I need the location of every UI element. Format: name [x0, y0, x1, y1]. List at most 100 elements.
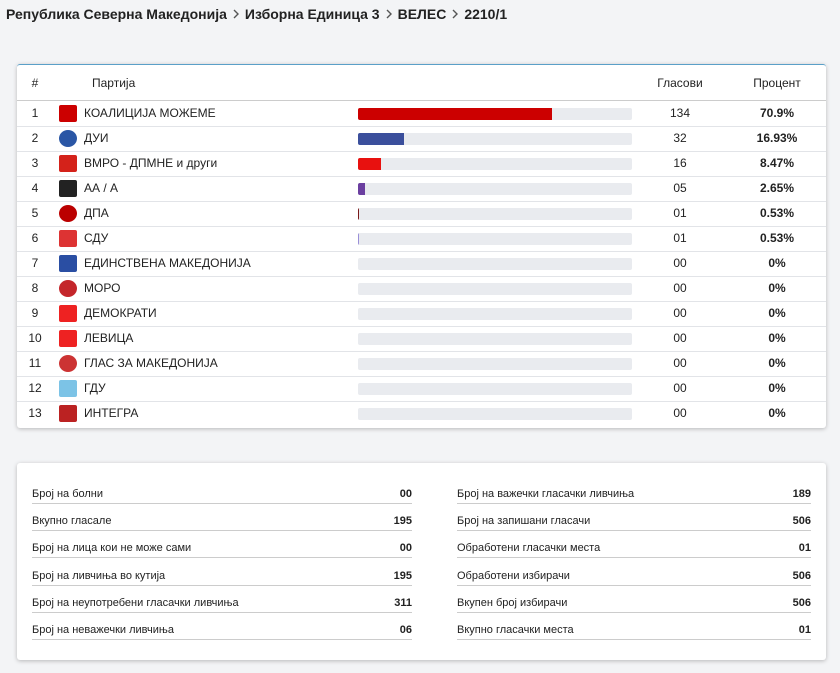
bar-track [358, 258, 632, 270]
breadcrumb-item[interactable]: ВЕЛЕС [397, 6, 447, 22]
stat-row: Вкупно гласале 195 [32, 512, 412, 532]
stat-label: Број на лица кои не може сами [32, 542, 192, 555]
bar-track [358, 358, 632, 370]
row-number: 6 [31, 231, 39, 245]
column-header: Партија [92, 76, 136, 90]
stat-label: Број на неупотребени гласачки ливчиња [32, 596, 239, 609]
bar-track [358, 383, 632, 395]
bar [358, 183, 366, 195]
stats-card [17, 463, 826, 660]
percent: 70.9% [759, 106, 795, 120]
breadcrumb: Република Северна Македонија Изборна Един… [6, 6, 507, 22]
percent: 0% [768, 281, 786, 295]
stat-row: Број на ливчиња во кутија 195 [32, 567, 412, 586]
bar-track [358, 183, 632, 195]
party-logo [59, 330, 77, 347]
bar-track [358, 308, 632, 320]
stat-row: Вкупно гласачки места 01 [457, 621, 811, 640]
chevron [386, 9, 392, 19]
stat-label: Број на неважечки ливчиња [32, 624, 174, 636]
stat-label: Број на запишани гласачи [457, 515, 591, 528]
party-logo [59, 230, 77, 247]
bar [358, 233, 360, 245]
stat-label: Обработени избирачи [457, 569, 570, 582]
stat-value: 06 [399, 624, 412, 636]
bar-track [358, 108, 632, 120]
bar-track [358, 408, 632, 420]
party-logo [59, 305, 77, 322]
breadcrumb-item[interactable]: Република Северна Македонија [6, 6, 227, 22]
stat-label: Број на ливчиња во кутија [32, 569, 166, 582]
party-name: ЛЕВИЦА [84, 331, 134, 345]
party-logo [59, 130, 77, 147]
column-header: # [31, 76, 39, 90]
stat-value: 506 [792, 515, 811, 528]
votes: 01 [673, 206, 687, 220]
party-logo [59, 105, 77, 122]
bar [358, 208, 360, 220]
party-name: КОАЛИЦИЈА МОЖЕМЕ [84, 106, 216, 120]
stat-row: Обработени избирачи 506 [457, 567, 811, 586]
party-name: ЕДИНСТВЕНА МАКЕДОНИЈА [84, 256, 251, 270]
percent: 0.53% [759, 231, 795, 245]
party-logo [59, 180, 77, 197]
stat-label: Обработени гласачки места [457, 542, 601, 555]
percent: 2.65% [759, 181, 795, 195]
party-logo [59, 405, 77, 422]
party-name: ДУИ [84, 131, 109, 145]
party-logo [59, 380, 77, 397]
row-divider [17, 226, 826, 227]
row-number: 11 [28, 356, 42, 370]
row-divider [17, 326, 826, 327]
party-name: ВМРО - ДПМНЕ и други [84, 156, 218, 170]
column-header: Гласови [657, 76, 703, 90]
header-rule [17, 100, 826, 101]
percent: 0% [768, 331, 786, 345]
stat-row: Вкупен број избирачи 506 [457, 594, 811, 613]
bar-track [358, 283, 632, 295]
votes: 00 [673, 331, 687, 345]
row-number: 5 [31, 206, 39, 220]
stat-label: Вкупно гласачки места [457, 624, 574, 636]
row-divider [17, 276, 826, 277]
breadcrumb-item[interactable]: 2210/1 [464, 6, 508, 22]
stat-value: 311 [394, 596, 412, 609]
stat-value: 00 [399, 542, 412, 555]
row-number: 8 [31, 281, 39, 295]
column-header: Процент [753, 76, 801, 90]
row-number: 9 [31, 306, 39, 320]
party-name: ДЕМОКРАТИ [84, 306, 157, 320]
votes: 00 [673, 281, 687, 295]
percent: 0% [768, 381, 786, 395]
bar-track [358, 133, 632, 145]
party-name: ИНТЕГРА [84, 406, 139, 420]
party-logo [59, 355, 77, 372]
row-number: 1 [31, 106, 39, 120]
votes: 16 [673, 156, 687, 170]
stat-value: 506 [792, 596, 811, 609]
row-divider [17, 251, 826, 252]
party-name: ДПА [84, 206, 109, 220]
row-divider [17, 301, 826, 302]
votes: 00 [673, 306, 687, 320]
party-name: АА / А [84, 181, 119, 195]
row-number: 10 [28, 331, 42, 345]
row-divider [17, 151, 826, 152]
stat-label: Вкупно гласале [32, 515, 112, 528]
party-name: СДУ [84, 231, 109, 245]
votes: 00 [673, 406, 687, 420]
row-divider [17, 351, 826, 352]
percent: 16.93% [756, 131, 798, 145]
bar [358, 158, 382, 170]
party-logo [59, 155, 77, 172]
breadcrumb-item[interactable]: Изборна Единица 3 [244, 6, 380, 22]
row-divider [17, 401, 826, 402]
percent: 0% [768, 306, 786, 320]
row-divider [17, 126, 826, 127]
party-name: ГДУ [84, 381, 106, 395]
stat-label: Број на важечки гласачки ливчиња [457, 488, 635, 500]
row-number: 12 [28, 381, 42, 395]
bar-track [358, 233, 632, 245]
stat-value: 01 [798, 624, 811, 636]
